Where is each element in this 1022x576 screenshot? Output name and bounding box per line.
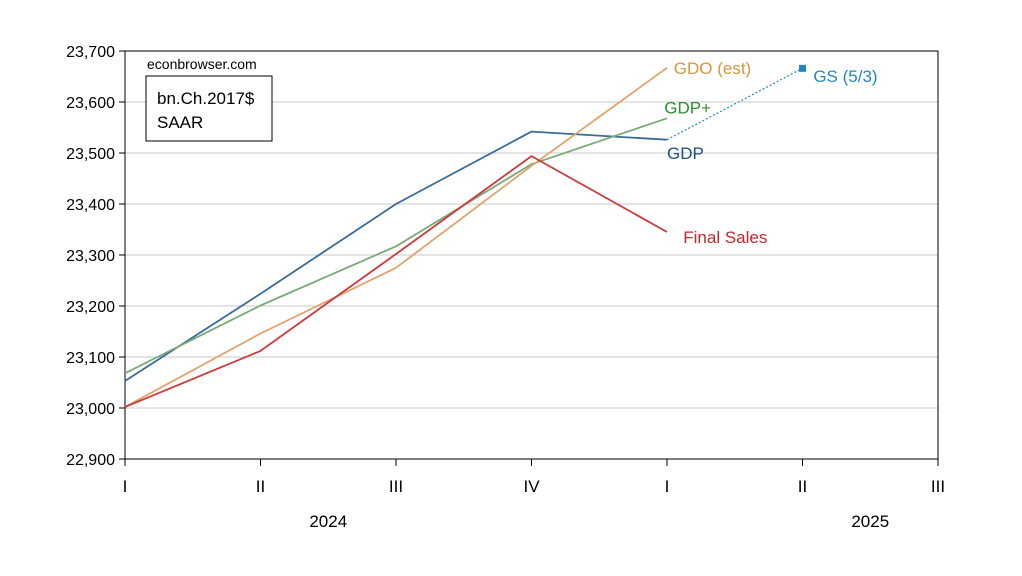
x-tick-label: III: [931, 477, 945, 496]
series-line-gdp: [124, 130, 668, 382]
x-tick-label: I: [123, 477, 128, 496]
series-label: GS (5/3): [813, 67, 877, 86]
y-tick-label: 23,500: [66, 146, 115, 163]
units-box-line-2: SAAR: [157, 113, 203, 132]
x-tick-label: IV: [523, 477, 540, 496]
y-tick-label: 23,400: [66, 197, 115, 214]
series-label: GDO (est): [674, 59, 751, 78]
units-box-line-1: bn.Ch.2017$: [157, 89, 255, 108]
series-label: GDP: [667, 144, 704, 163]
y-tick-label: 23,700: [66, 44, 115, 61]
series-line-gs-5-3: [666, 67, 803, 141]
y-tick-label: 23,100: [66, 350, 115, 367]
series-lines: [124, 64, 806, 408]
series-line-gdo-est: [124, 67, 668, 408]
x-year-label: 2025: [851, 512, 889, 531]
watermark: econbrowser.com: [147, 56, 257, 72]
x-tick-label: II: [256, 477, 265, 496]
y-tick-label: 23,600: [66, 95, 115, 112]
series-line-final-sales: [124, 155, 668, 408]
series-label: GDP+: [664, 99, 711, 118]
series-labels: GDO (est) GDP+ GDP Final Sales GS (5/3): [664, 59, 877, 247]
x-tick-label: III: [389, 477, 403, 496]
y-axis: 22,900 23,000 23,100 23,200 23,300 23,400 23,5…: [66, 44, 125, 469]
series-line-gdp: [124, 117, 668, 375]
grid: [125, 101, 938, 409]
x-tick-label: I: [665, 477, 670, 496]
y-tick-label: 23,300: [66, 248, 115, 265]
x-tick-label: II: [798, 477, 807, 496]
x-year-label: 2024: [309, 512, 347, 531]
units-box: [145, 75, 273, 142]
y-tick-label: 22,900: [66, 452, 115, 469]
series-label: Final Sales: [683, 228, 767, 247]
y-tick-label: 23,200: [66, 299, 115, 316]
y-tick-label: 23,000: [66, 401, 115, 418]
series-marker: [799, 64, 806, 72]
